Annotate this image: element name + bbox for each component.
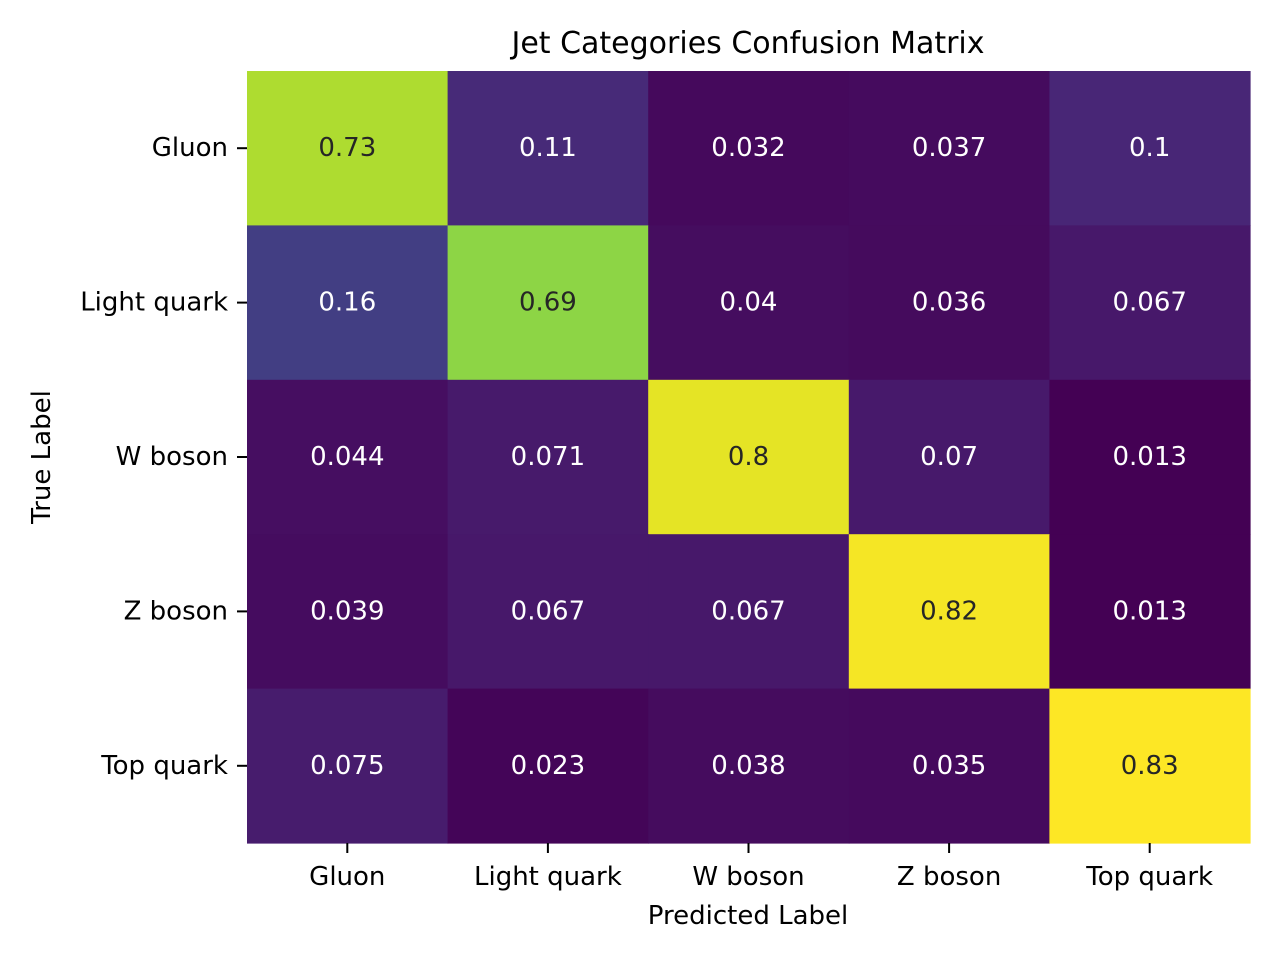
cell-value-label: 0.067 [711,596,785,626]
x-axis-ticks: Gluon Light quark W boson Z boson Top quark [309,843,1213,892]
y-tick-label: Gluon [152,133,228,163]
heatmap-cell [648,379,850,535]
cell-value-label: 0.037 [912,133,986,163]
heatmap-cell [447,225,649,381]
cell-value-label: 0.04 [720,288,778,318]
heatmap-cell [648,71,850,226]
heatmap-cell [848,379,1050,535]
cell-value-label: 0.69 [519,288,577,318]
y-tick-label: Z boson [124,596,228,626]
cell-value-label: 0.83 [1121,751,1179,781]
cell-value-label: 0.82 [920,596,978,626]
heatmap-cell [848,225,1050,381]
cell-value-label: 0.071 [511,442,585,472]
heatmap-cell [848,534,1050,690]
cell-value-label: 0.044 [310,442,384,472]
cell-value-label: 0.032 [711,133,785,163]
heatmap-cell [848,688,1050,844]
cell-value-label: 0.1 [1129,133,1170,163]
cell-value-label: 0.8 [728,442,769,472]
heatmap-cell [247,225,449,381]
cell-value-label: 0.067 [1112,288,1186,318]
x-tick-label: Gluon [309,862,385,892]
chart-title: Jet Categories Confusion Matrix [509,26,984,61]
heatmap-cell [848,71,1050,226]
heatmap-cell [247,71,449,226]
heatmap-cell [648,225,850,381]
x-tick-label: W boson [692,862,804,892]
y-axis-label: True Label [27,390,57,525]
y-tick-label: Top quark [100,751,228,781]
heatmap-cell [1049,534,1251,690]
heatmap-cell [447,688,649,844]
heatmap-cell [247,688,449,844]
heatmap-cell [247,534,449,690]
heatmap-cell [1049,379,1251,535]
heatmap-cells [247,71,1251,844]
heatmap-cell [648,534,850,690]
heatmap-cell [1049,688,1251,844]
x-tick-label: Top quark [1085,862,1213,892]
x-tick-label: Light quark [474,862,622,892]
y-tick-label: Light quark [80,288,228,318]
y-axis-ticks: Gluon Light quark W boson Z boson Top quark [80,133,247,781]
cell-value-label: 0.038 [711,751,785,781]
heatmap-cell [1049,225,1251,381]
cell-value-label: 0.023 [511,751,585,781]
cell-value-label: 0.075 [310,751,384,781]
cell-value-label: 0.07 [920,442,978,472]
cell-value-label: 0.039 [310,596,384,626]
cell-value-label: 0.013 [1112,596,1186,626]
cell-value-label: 0.16 [318,288,376,318]
x-tick-label: Z boson [897,862,1001,892]
heatmap-cell [447,379,649,535]
y-tick-label: W boson [116,442,228,472]
x-axis-label: Predicted Label [648,901,848,931]
cell-value-label: 0.11 [519,133,577,163]
heatmap-cell [247,379,449,535]
heatmap-cell [1049,71,1251,226]
heatmap-cell-labels: 0.73 0.11 0.032 0.037 0.1 0.16 0.69 0.04 0.036 0.… [310,133,1187,781]
heatmap-cell [447,71,649,226]
heatmap-cell [648,688,850,844]
cell-value-label: 0.73 [318,133,376,163]
cell-value-label: 0.036 [912,288,986,318]
cell-value-label: 0.035 [912,751,986,781]
cell-value-label: 0.013 [1112,442,1186,472]
heatmap-cell [447,534,649,690]
cell-value-label: 0.067 [511,596,585,626]
